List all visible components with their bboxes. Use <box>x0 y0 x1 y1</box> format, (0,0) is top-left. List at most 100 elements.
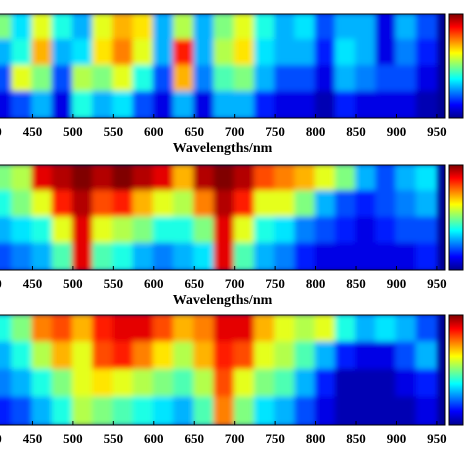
heatmap-cell <box>11 341 34 371</box>
x-tick-label: 550 <box>104 276 124 291</box>
heatmap-cell <box>314 165 337 193</box>
x-tick-label: 900 <box>387 431 407 446</box>
heatmap-cell <box>0 341 14 371</box>
heatmap-cell <box>173 315 196 344</box>
heatmap-cell <box>132 190 155 219</box>
heatmap-cell <box>375 396 398 425</box>
heatmap-cell <box>294 39 317 67</box>
heatmap-cell <box>51 369 74 399</box>
heatmap-cell <box>193 165 216 193</box>
heatmap-cell <box>31 190 54 219</box>
heatmap-cell <box>213 396 236 425</box>
heatmap-cell <box>173 396 196 425</box>
heatmap-cell <box>112 190 135 219</box>
heatmap-cell <box>274 14 297 41</box>
heatmap-cell <box>415 396 438 425</box>
heatmap-cell <box>294 65 317 93</box>
heatmap-cell <box>132 216 155 245</box>
heatmap-cell <box>0 190 14 219</box>
heatmap-cell <box>112 315 135 344</box>
heatmap-cell <box>31 242 54 270</box>
heatmap-cell <box>71 396 95 425</box>
heatmap-cell <box>193 369 216 399</box>
heatmap-cell <box>132 341 155 371</box>
heatmap-cell <box>375 242 398 270</box>
heatmap-cell <box>334 341 358 371</box>
heatmap-cell <box>213 39 236 67</box>
heatmap-cell <box>71 91 95 118</box>
heatmap-cell <box>11 39 34 67</box>
heatmap-cell <box>274 242 297 270</box>
heatmap-cell <box>294 216 317 245</box>
heatmap-cell <box>31 91 54 118</box>
heatmap-cell <box>31 39 54 67</box>
heatmap-cell <box>132 14 155 41</box>
heatmap-cell <box>11 91 34 118</box>
heatmap-cell <box>395 369 418 399</box>
x-tick-label: 900 <box>387 124 407 139</box>
heatmap-cell <box>152 91 176 118</box>
x-tick-label: 850 <box>346 276 366 291</box>
x-tick-label: 400 <box>0 276 2 291</box>
heatmap-cell <box>375 39 398 67</box>
heatmap-cell <box>395 65 418 93</box>
x-tick-label: 500 <box>63 124 83 139</box>
heatmap-cell <box>71 341 95 371</box>
heatmap-cell <box>314 14 337 41</box>
heatmap-cell <box>314 396 337 425</box>
heatmap-cell <box>213 369 236 399</box>
heatmap-cell <box>132 65 155 93</box>
heatmap-cell <box>274 369 297 399</box>
heatmap-cell <box>112 39 135 67</box>
heatmap-cell <box>152 341 176 371</box>
heatmap-cell <box>213 14 236 41</box>
heatmap-cell <box>51 14 74 41</box>
plot-area <box>0 14 445 118</box>
heatmap-cells <box>0 165 438 270</box>
heatmap-cell <box>213 315 236 344</box>
heatmap-cell <box>253 315 277 344</box>
heatmap-cell <box>152 39 176 67</box>
x-tick-label: 800 <box>306 276 326 291</box>
heatmap-cell <box>173 65 196 93</box>
heatmap-cell <box>31 165 54 193</box>
x-tick-label: 800 <box>306 124 326 139</box>
heatmap-cell <box>334 396 358 425</box>
heatmap-cell <box>193 39 216 67</box>
heatmap-cell <box>71 14 95 41</box>
heatmap-cell <box>71 65 95 93</box>
heatmap-cell <box>253 39 277 67</box>
heatmap-cell <box>132 369 155 399</box>
heatmap-cell <box>92 39 115 67</box>
heatmap-cell <box>375 190 398 219</box>
heatmap-cell <box>253 341 277 371</box>
heatmap-cell <box>375 165 398 193</box>
heatmap-cell <box>294 396 317 425</box>
heatmap-cell <box>355 39 378 67</box>
heatmap-cell <box>173 242 196 270</box>
heatmap-cell <box>173 190 196 219</box>
heatmap-cell <box>253 396 277 425</box>
heatmap-cell <box>0 91 14 118</box>
x-tick-label: 850 <box>346 431 366 446</box>
heatmap-cell <box>11 190 34 219</box>
x-tick-label: 550 <box>104 431 124 446</box>
heatmap-cell <box>294 14 317 41</box>
heatmap-cell <box>152 165 176 193</box>
heatmap-cell <box>395 190 418 219</box>
heatmap-cell <box>375 91 398 118</box>
heatmap-cell <box>233 65 256 93</box>
heatmap-cell <box>253 14 277 41</box>
heatmap-cell <box>71 165 95 193</box>
heatmap-cells <box>0 315 438 425</box>
x-tick-label: 700 <box>225 124 245 139</box>
heatmap-cell <box>253 190 277 219</box>
heatmap-cell <box>213 190 236 219</box>
heatmap-cell <box>112 165 135 193</box>
x-tick-label: 700 <box>225 276 245 291</box>
heatmap-cell <box>395 91 418 118</box>
heatmap-cell <box>11 242 34 270</box>
heatmap-cell <box>415 341 438 371</box>
heatmap-cell <box>31 14 54 41</box>
